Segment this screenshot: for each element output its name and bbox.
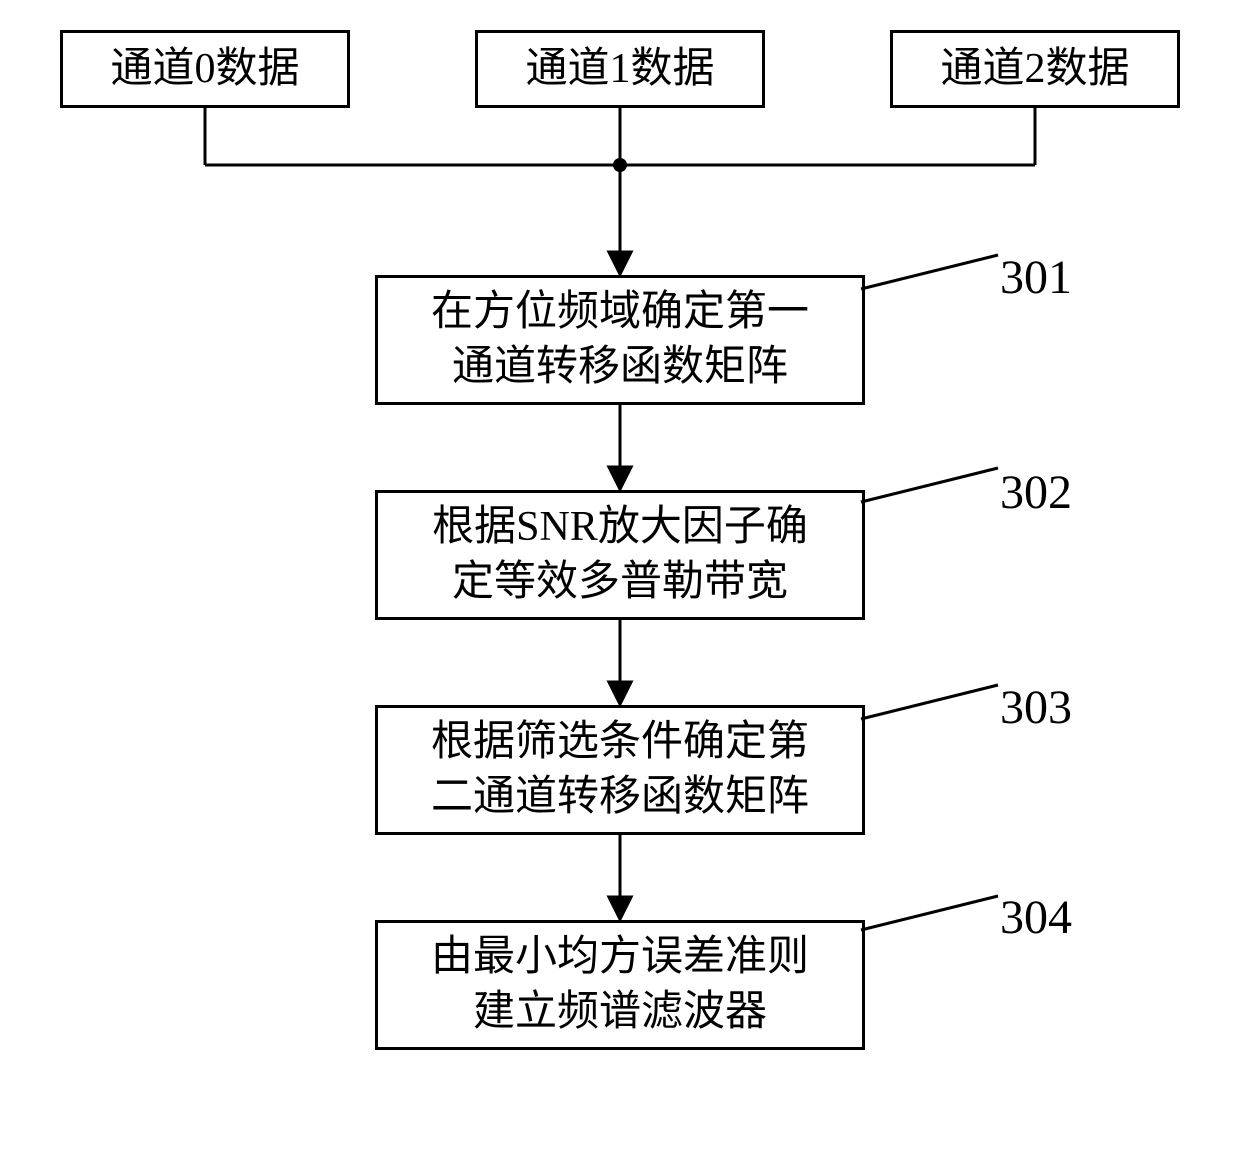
step-label-303: 303 (1000, 680, 1072, 735)
input-label: 通道0数据 (110, 42, 299, 97)
step-box-303: 根据筛选条件确定第 二通道转移函数矩阵 (375, 705, 865, 835)
step-line2: 定等效多普勒带宽 (432, 555, 808, 610)
input-box-channel-1: 通道1数据 (475, 30, 765, 108)
input-label: 通道2数据 (940, 42, 1129, 97)
step-label-301: 301 (1000, 250, 1072, 305)
step-line1: 根据SNR放大因子确 (432, 500, 808, 555)
step-box-302: 根据SNR放大因子确 定等效多普勒带宽 (375, 490, 865, 620)
input-label: 通道1数据 (525, 42, 714, 97)
step-line2: 通道转移函数矩阵 (431, 340, 809, 395)
input-box-channel-2: 通道2数据 (890, 30, 1180, 108)
step-label-304: 304 (1000, 890, 1072, 945)
step-line1: 在方位频域确定第一 (431, 285, 809, 340)
step-line1: 由最小均方误差准则 (431, 930, 809, 985)
flowchart-canvas: 通道0数据 通道1数据 通道2数据 在方位频域确定第一 通道转移函数矩阵 根据S… (0, 0, 1240, 1155)
step-line1: 根据筛选条件确定第 (431, 715, 809, 770)
input-box-channel-0: 通道0数据 (60, 30, 350, 108)
step-label-302: 302 (1000, 465, 1072, 520)
step-line2: 二通道转移函数矩阵 (431, 770, 809, 825)
step-line2: 建立频谱滤波器 (431, 985, 809, 1040)
step-box-301: 在方位频域确定第一 通道转移函数矩阵 (375, 275, 865, 405)
step-box-304: 由最小均方误差准则 建立频谱滤波器 (375, 920, 865, 1050)
